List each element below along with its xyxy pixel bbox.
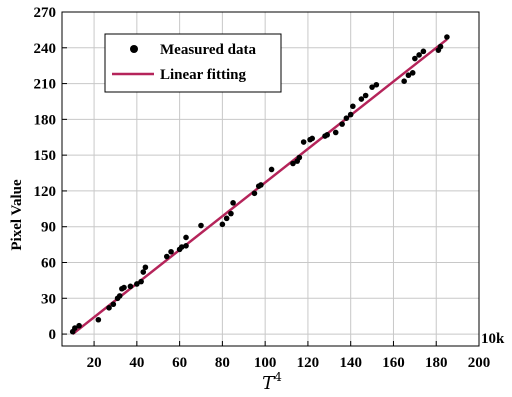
legend-label-measured: Measured data — [160, 42, 256, 58]
data-point — [258, 182, 264, 188]
plot-area — [61, 11, 480, 347]
data-point — [127, 283, 134, 290]
data-point — [416, 52, 422, 58]
data-point — [347, 111, 354, 118]
x-tick-label: 80 — [215, 355, 230, 371]
data-point — [116, 293, 123, 299]
data-point — [140, 269, 147, 275]
data-point — [219, 221, 226, 228]
data-point — [358, 96, 365, 102]
data-point — [168, 248, 174, 255]
data-point — [309, 135, 316, 142]
data-point — [339, 121, 345, 127]
legend: Measured data Linear fitting — [104, 33, 282, 93]
data-point — [163, 253, 170, 260]
data-point — [437, 43, 444, 50]
data-point — [401, 78, 407, 84]
y-tick-label: 210 — [34, 77, 57, 93]
y-axis-label: Pixel Value — [9, 179, 25, 251]
data-point — [142, 264, 149, 271]
legend-marker-measured — [130, 45, 138, 53]
data-point — [343, 115, 350, 121]
x-tick-label: 60 — [172, 355, 187, 371]
x-tick-label: 120 — [297, 355, 320, 371]
data-point — [268, 166, 275, 173]
y-tick-label: 60 — [41, 256, 56, 272]
y-axis-ticks: 0 30 60 90 120 150 180 210 240 270 — [34, 5, 67, 343]
data-point — [95, 316, 102, 323]
data-point — [106, 305, 112, 311]
data-point — [324, 132, 330, 138]
x-axis-label: T4 — [262, 370, 282, 394]
x-tick-label: 160 — [382, 355, 405, 371]
data-point — [138, 278, 144, 285]
y-tick-label: 0 — [49, 327, 57, 343]
data-point — [405, 72, 412, 79]
legend-label-linear: Linear fitting — [160, 67, 246, 83]
data-point — [444, 34, 450, 40]
data-point — [296, 154, 303, 161]
data-point — [332, 129, 339, 136]
data-points — [69, 34, 450, 335]
y-tick-label: 30 — [41, 291, 56, 307]
data-point — [409, 70, 416, 76]
y-tick-label: 270 — [34, 5, 57, 21]
data-point — [300, 139, 307, 145]
data-point — [223, 215, 230, 222]
y-tick-label: 120 — [34, 184, 57, 200]
legend-box — [104, 33, 282, 93]
data-point — [198, 222, 204, 229]
y-tick-label: 180 — [34, 112, 57, 128]
data-point — [412, 55, 418, 62]
y-tick-label: 240 — [34, 41, 57, 57]
data-point — [290, 160, 296, 167]
y-tick-label: 90 — [41, 220, 56, 236]
data-point — [228, 210, 234, 217]
x-tick-label: 100 — [254, 355, 277, 371]
data-point — [362, 92, 369, 99]
data-point — [369, 84, 375, 90]
x-axis-ticks: 20 40 60 80 100 120 140 160 180 200 — [87, 341, 491, 371]
x-tick-label: 140 — [339, 355, 362, 371]
x-tick-label: 20 — [87, 355, 102, 371]
data-point — [183, 234, 189, 241]
data-point — [420, 48, 427, 55]
y-tick-label: 150 — [34, 148, 57, 164]
x-tick-label: 180 — [425, 355, 448, 371]
x-axis-unit: 10k — [481, 331, 505, 347]
data-point — [76, 322, 82, 329]
x-tick-label: 200 — [468, 355, 491, 371]
data-point — [183, 243, 189, 249]
x-tick-label: 40 — [129, 355, 144, 371]
data-point — [121, 284, 127, 291]
data-point — [110, 301, 117, 308]
data-point — [373, 81, 380, 88]
data-point — [251, 190, 258, 197]
data-point — [134, 281, 140, 287]
data-point — [230, 200, 236, 206]
data-point — [72, 325, 78, 331]
data-point — [178, 244, 185, 250]
data-point — [350, 103, 356, 110]
